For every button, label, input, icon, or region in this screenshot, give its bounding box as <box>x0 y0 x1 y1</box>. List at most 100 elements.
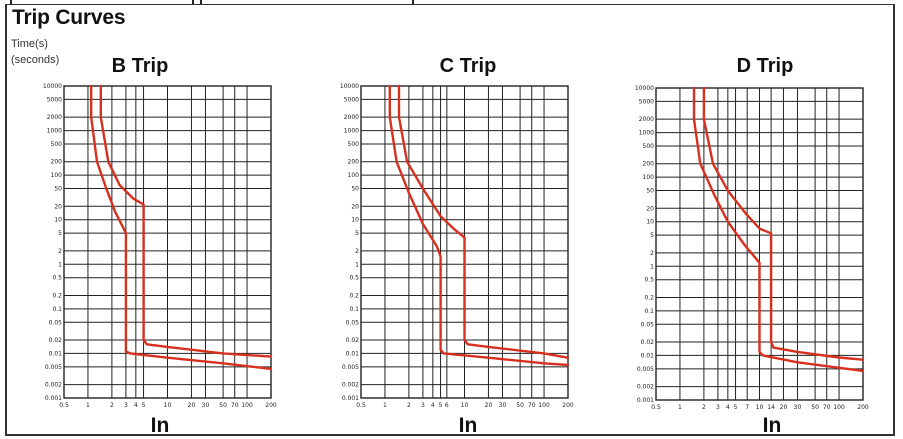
y-tick-label: 0.2 <box>349 292 359 299</box>
x-tick-label: 100 <box>538 402 550 409</box>
x-tick-label: 4 <box>134 402 138 409</box>
x-tick-label: 5 <box>734 404 738 411</box>
y-tick-label: 100 <box>643 174 655 181</box>
x-tick-label: 20 <box>188 402 196 409</box>
x-tick-label: 70 <box>823 404 831 411</box>
x-tick-label: 20 <box>485 402 493 409</box>
y-tick-label: 1 <box>58 261 62 268</box>
x-tick-label: 10 <box>164 402 172 409</box>
y-tick-label: 0.02 <box>346 337 360 344</box>
y-tick-label: 10000 <box>340 83 359 90</box>
y-tick-label: 0.02 <box>641 339 655 346</box>
y-tick-label: 0.002 <box>45 382 62 389</box>
y-tick-label: 5000 <box>639 98 654 105</box>
y-axis-label-line1: Time(s) <box>11 38 48 50</box>
x-tick-label: 200 <box>562 402 574 409</box>
y-tick-label: 1 <box>650 263 654 270</box>
y-tick-label: 500 <box>643 143 655 150</box>
y-tick-label: 2000 <box>639 116 654 123</box>
y-tick-label: 500 <box>51 141 63 148</box>
y-tick-label: 0.1 <box>349 306 359 313</box>
x-tick-label: 3 <box>421 402 425 409</box>
y-tick-label: 0.002 <box>637 384 654 391</box>
x-tick-label: 4 <box>431 402 435 409</box>
trip-curve-series-0 <box>90 84 273 371</box>
y-tick-label: 50 <box>646 188 654 195</box>
x-tick-label: 50 <box>811 404 819 411</box>
x-tick-label: 0.5 <box>356 402 366 409</box>
y-tick-label: 0.005 <box>342 364 359 371</box>
y-tick-label: 20 <box>351 203 359 210</box>
x-tick-label: 50 <box>219 402 227 409</box>
y-tick-label: 2 <box>355 248 359 255</box>
y-tick-label: 0.002 <box>342 382 359 389</box>
x-tick-label: 14 <box>767 404 775 411</box>
x-tick-label: 1 <box>678 404 682 411</box>
page-title: Trip Curves <box>12 6 126 29</box>
x-axis-label: In <box>151 414 170 437</box>
y-tick-label: 100 <box>348 172 360 179</box>
y-tick-label: 0.2 <box>644 294 654 301</box>
chart-0: B Trip 10000 5000 2000 1000 500 200 100 50 20 10 5 2… <box>43 55 277 437</box>
y-tick-label: 0.05 <box>641 321 655 328</box>
y-tick-label: 2000 <box>344 114 359 121</box>
x-tick-label: 5 <box>439 402 443 409</box>
y-tick-label: 5 <box>58 230 62 237</box>
y-tick-label: 10000 <box>43 83 62 90</box>
y-tick-label: 0.05 <box>49 319 63 326</box>
x-tick-label: 3 <box>124 402 128 409</box>
x-tick-label: 10 <box>461 402 469 409</box>
x-tick-label: 7 <box>745 404 749 411</box>
y-tick-label: 0.5 <box>52 275 62 282</box>
x-tick-label: 50 <box>516 402 524 409</box>
y-tick-label: 1 <box>355 261 359 268</box>
y-axis-label-line2: (seconds) <box>11 54 60 66</box>
chart-1: C Trip 10000 5000 2000 1000 500 200 100 50 20 10 5 2… <box>340 55 574 437</box>
y-tick-label: 10 <box>646 219 654 226</box>
y-tick-label: 200 <box>643 161 655 168</box>
y-tick-label: 0.005 <box>637 366 654 373</box>
x-tick-label: 30 <box>202 402 210 409</box>
y-tick-label: 0.005 <box>45 364 62 371</box>
x-tick-label: 20 <box>780 404 788 411</box>
x-tick-label: 100 <box>241 402 253 409</box>
x-axis-label: In <box>459 414 478 437</box>
y-tick-label: 5 <box>650 232 654 239</box>
y-tick-label: 0.5 <box>644 277 654 284</box>
y-tick-label: 200 <box>348 159 360 166</box>
x-tick-label: 100 <box>833 404 845 411</box>
x-tick-label: 4 <box>726 404 730 411</box>
y-tick-label: 5 <box>355 230 359 237</box>
x-tick-label: 200 <box>857 404 869 411</box>
trip-curve-series-1 <box>702 86 865 361</box>
x-tick-label: 2 <box>110 402 114 409</box>
x-tick-label: 6 <box>445 402 449 409</box>
x-tick-label: 0.5 <box>59 402 69 409</box>
trip-curve-series-0 <box>692 86 865 373</box>
trip-curve-series-1 <box>397 84 570 359</box>
chart-2: D Trip 10000 5000 2000 1000 500 200 100 50 20 10 5 2… <box>635 55 869 437</box>
x-tick-label: 3 <box>716 404 720 411</box>
y-tick-label: 0.001 <box>45 395 62 402</box>
x-axis-label: In <box>763 414 782 437</box>
y-tick-label: 0.1 <box>644 308 654 315</box>
y-tick-label: 500 <box>348 141 360 148</box>
trip-curve-series-0 <box>388 84 570 367</box>
plot-area-border <box>63 85 272 399</box>
chart-title: C Trip <box>440 55 497 77</box>
y-tick-label: 0.001 <box>637 397 654 404</box>
y-tick-label: 0.5 <box>349 275 359 282</box>
y-tick-label: 0.01 <box>641 352 655 359</box>
y-tick-label: 0.2 <box>52 292 62 299</box>
y-tick-label: 50 <box>351 186 359 193</box>
y-tick-label: 200 <box>51 159 63 166</box>
y-tick-label: 1000 <box>47 128 62 135</box>
x-tick-label: 30 <box>499 402 507 409</box>
plot-area-border <box>655 87 864 401</box>
y-tick-label: 5000 <box>344 96 359 103</box>
x-tick-label: 2 <box>407 402 411 409</box>
y-tick-label: 1000 <box>639 130 654 137</box>
x-tick-label: 1 <box>86 402 90 409</box>
y-tick-label: 10 <box>54 217 62 224</box>
